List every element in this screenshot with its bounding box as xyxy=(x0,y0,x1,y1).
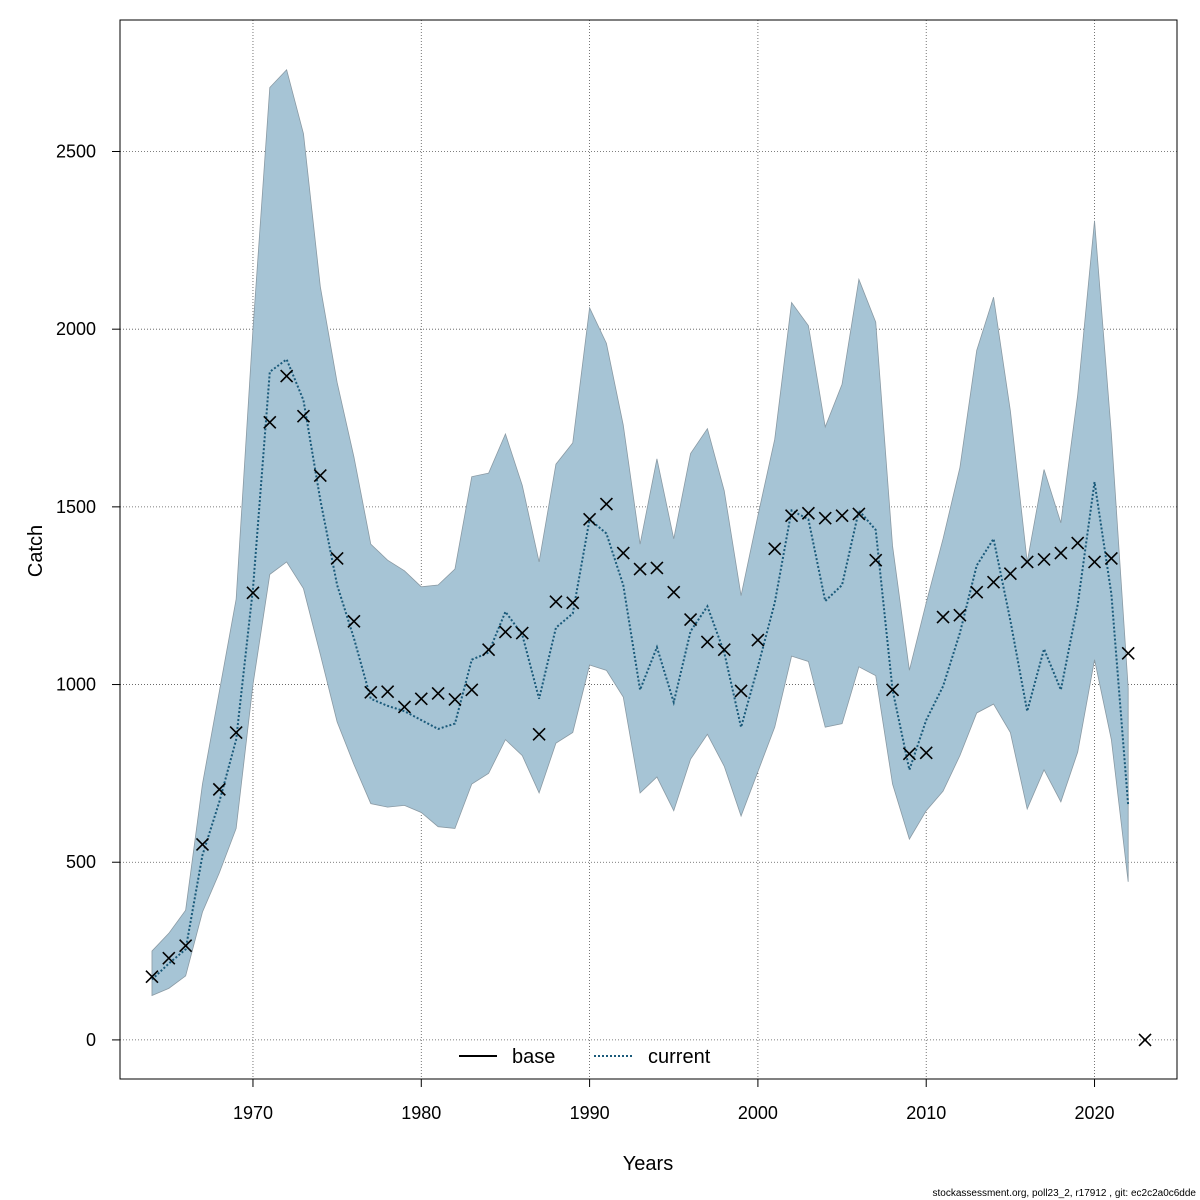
observed-point xyxy=(381,685,395,699)
y-tick-label: 1500 xyxy=(56,497,96,517)
observed-point xyxy=(414,692,428,706)
y-tick-label: 1000 xyxy=(56,675,96,695)
observed-point xyxy=(566,596,580,610)
observed-point xyxy=(784,509,799,523)
observed-point xyxy=(229,725,243,740)
observed-point xyxy=(734,684,748,698)
observed-point xyxy=(599,497,613,511)
observed-point xyxy=(1037,552,1051,567)
x-axis: 1970 1980 1990 2000 2010 2020 xyxy=(233,1078,1115,1123)
observed-point xyxy=(263,415,277,429)
observed-point xyxy=(515,626,529,640)
observed-point xyxy=(330,551,344,565)
observed-point xyxy=(1071,536,1085,550)
observed-point xyxy=(1087,555,1102,569)
observed-point xyxy=(313,469,327,483)
observed-point xyxy=(717,643,731,657)
observed-point xyxy=(633,562,647,576)
observed-point xyxy=(751,633,765,647)
x-tick-label: 2020 xyxy=(1075,1103,1115,1123)
observed-point xyxy=(936,610,950,624)
x-tick-label: 2000 xyxy=(738,1103,778,1123)
observed-point xyxy=(1104,551,1118,565)
y-axis: 0 500 1000 1500 2000 2500 xyxy=(56,141,120,1050)
observed-point xyxy=(431,686,445,700)
observed-point xyxy=(869,553,883,567)
observed-point xyxy=(768,542,782,556)
y-tick-label: 2000 xyxy=(56,319,96,339)
observed-point xyxy=(145,970,159,984)
observed-point xyxy=(902,747,916,761)
observed-point xyxy=(448,692,462,707)
observed-point xyxy=(212,782,226,796)
observed-point xyxy=(700,635,714,649)
y-axis-title: Catch xyxy=(25,525,47,577)
observed-point xyxy=(650,561,664,575)
observed-point xyxy=(885,683,900,697)
x-tick-label: 1970 xyxy=(233,1103,273,1123)
observed-point xyxy=(970,585,984,599)
observed-point xyxy=(818,511,832,525)
observed-point xyxy=(1138,1033,1152,1047)
observed-points xyxy=(145,369,1152,1047)
x-tick-label: 2010 xyxy=(906,1103,946,1123)
x-tick-label: 1980 xyxy=(401,1103,441,1123)
legend-base-label: base xyxy=(512,1046,555,1068)
y-tick-label: 500 xyxy=(66,852,96,872)
observed-point xyxy=(498,625,513,639)
footer-note: stockassessment.org, poll23_2, r17912 , … xyxy=(933,1188,1197,1199)
confidence-band xyxy=(151,68,1129,997)
observed-point xyxy=(549,595,563,609)
observed-point xyxy=(162,951,176,965)
observed-point xyxy=(347,614,361,628)
observed-point xyxy=(953,608,967,622)
x-tick-label: 1990 xyxy=(570,1103,610,1123)
observed-point xyxy=(195,837,210,852)
observed-point xyxy=(179,939,193,953)
y-tick-label: 0 xyxy=(86,1030,96,1050)
observed-point xyxy=(532,727,546,741)
observed-point xyxy=(684,612,698,627)
observed-point xyxy=(465,683,479,697)
observed-point xyxy=(1054,546,1068,560)
observed-point xyxy=(246,586,260,600)
y-tick-label: 2500 xyxy=(56,141,96,161)
legend-current-label: current xyxy=(648,1046,711,1068)
observed-point xyxy=(1003,567,1017,581)
observed-point xyxy=(667,585,681,599)
observed-point xyxy=(583,512,597,526)
observed-point xyxy=(801,506,815,520)
x-axis-title: Years xyxy=(623,1153,673,1175)
observed-point xyxy=(364,685,378,699)
legend: base current xyxy=(459,1046,711,1068)
observed-point xyxy=(280,369,294,383)
observed-point xyxy=(296,409,311,423)
observed-point xyxy=(919,746,933,760)
observed-point xyxy=(835,509,849,523)
observed-point xyxy=(1121,646,1135,660)
observed-point xyxy=(482,643,496,657)
observed-point xyxy=(852,507,866,521)
observed-point xyxy=(397,700,412,714)
observed-point xyxy=(986,575,1001,589)
observed-point xyxy=(616,546,630,560)
observed-point xyxy=(1020,555,1034,569)
